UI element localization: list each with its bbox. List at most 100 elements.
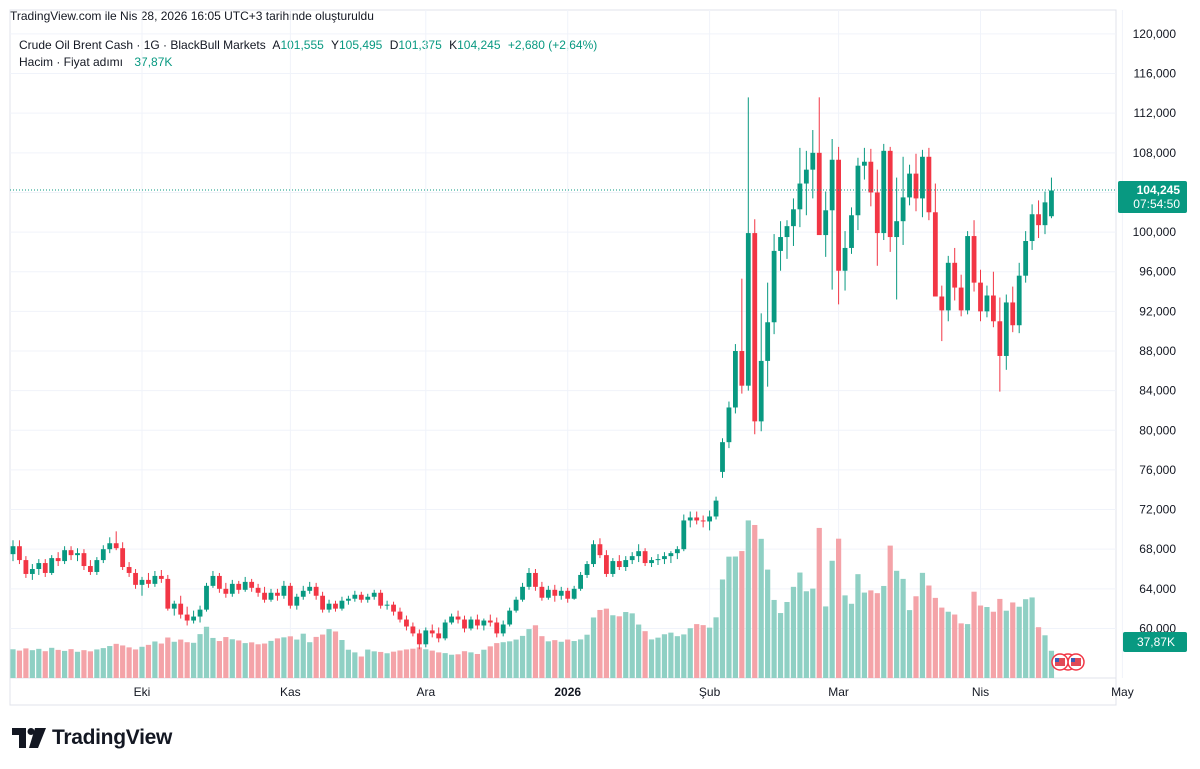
candle-body bbox=[920, 156, 925, 199]
volume-bar bbox=[952, 614, 958, 678]
candle bbox=[745, 97, 751, 391]
volume-bar bbox=[919, 572, 926, 678]
candle bbox=[829, 138, 835, 290]
volume-bar bbox=[16, 650, 23, 678]
volume-bar bbox=[378, 651, 384, 678]
candle-body bbox=[100, 549, 106, 561]
candle-body bbox=[694, 517, 700, 521]
volume-bar bbox=[894, 570, 900, 678]
volume-bar bbox=[997, 598, 1003, 678]
candle-body bbox=[358, 594, 364, 600]
tradingview-logo[interactable]: TradingView bbox=[12, 726, 172, 750]
candle-body bbox=[1010, 302, 1016, 326]
candle bbox=[1036, 200, 1041, 239]
flag-stripes bbox=[1071, 658, 1081, 666]
candle-body bbox=[958, 287, 964, 311]
volume-bar bbox=[771, 599, 777, 678]
candle-body bbox=[171, 603, 177, 609]
volume-bar bbox=[1035, 627, 1042, 678]
candle bbox=[610, 558, 616, 577]
volume-bar bbox=[320, 634, 326, 678]
volume-bar bbox=[758, 538, 764, 678]
candle-body bbox=[120, 548, 126, 568]
candle-body bbox=[1023, 241, 1029, 276]
candle-body bbox=[449, 616, 454, 623]
volume-bar bbox=[616, 616, 622, 678]
candle-body bbox=[887, 150, 893, 238]
candle-body bbox=[10, 546, 16, 555]
candle-body bbox=[378, 592, 384, 606]
candle-body bbox=[300, 590, 306, 597]
candle-body bbox=[591, 544, 596, 565]
candle bbox=[887, 146, 893, 252]
candle-body bbox=[610, 561, 616, 574]
volume-bar bbox=[274, 638, 281, 678]
volume-bar bbox=[945, 611, 951, 678]
volume-bar bbox=[810, 588, 816, 678]
candle bbox=[88, 560, 93, 575]
candle bbox=[849, 207, 854, 254]
candle bbox=[739, 278, 745, 394]
candle bbox=[391, 601, 396, 616]
candle-body bbox=[571, 588, 577, 599]
volume-bar bbox=[519, 635, 526, 678]
candle bbox=[797, 147, 803, 228]
candle-body bbox=[88, 566, 93, 572]
volume-bar bbox=[552, 640, 558, 678]
candle bbox=[242, 576, 248, 592]
candle-body bbox=[952, 262, 958, 288]
candle bbox=[10, 540, 16, 562]
candle-body bbox=[842, 247, 848, 271]
volume-bar bbox=[390, 651, 397, 678]
candle-body bbox=[191, 616, 196, 621]
volume-bar bbox=[87, 651, 93, 678]
volume-bar bbox=[326, 629, 332, 678]
candle-body bbox=[604, 555, 609, 574]
candle-body bbox=[416, 633, 422, 645]
candle-body bbox=[242, 581, 248, 590]
candle bbox=[326, 599, 332, 613]
candle-body bbox=[758, 360, 764, 422]
volume-bar bbox=[977, 605, 984, 678]
legend-volume-label[interactable]: Hacim · Fiyat adımı bbox=[19, 55, 124, 69]
volume-bar bbox=[900, 578, 906, 678]
candle-body bbox=[991, 295, 996, 322]
candle bbox=[687, 511, 693, 528]
volume-bar bbox=[861, 592, 867, 678]
candle bbox=[552, 584, 558, 602]
volume-bar bbox=[855, 574, 861, 678]
candle bbox=[500, 620, 506, 637]
candle-body bbox=[62, 550, 67, 562]
candle bbox=[333, 600, 338, 612]
legend-low-value: 101,375 bbox=[398, 38, 442, 52]
candle-body bbox=[17, 546, 22, 561]
candle-body bbox=[636, 551, 642, 557]
volume-bar bbox=[436, 652, 442, 678]
candle-body bbox=[346, 598, 351, 601]
volume-bar bbox=[474, 653, 480, 678]
candle bbox=[68, 546, 74, 561]
us-flag-event-icon[interactable] bbox=[1051, 653, 1069, 671]
volume-bar bbox=[532, 625, 539, 678]
candle bbox=[42, 559, 48, 577]
candle-body bbox=[223, 588, 229, 594]
volume-bar bbox=[965, 624, 971, 678]
candle bbox=[655, 554, 661, 566]
candle bbox=[429, 624, 435, 638]
candle-body bbox=[565, 590, 571, 599]
candle bbox=[152, 570, 158, 587]
candle bbox=[971, 220, 977, 292]
candle-body bbox=[126, 567, 132, 573]
candle bbox=[771, 234, 777, 335]
candle bbox=[171, 600, 177, 616]
volume-bar bbox=[674, 636, 680, 678]
candle-body bbox=[829, 159, 835, 211]
candle bbox=[1016, 262, 1022, 334]
candle bbox=[997, 297, 1003, 392]
candle bbox=[217, 572, 222, 593]
candle bbox=[184, 606, 190, 626]
candle-body bbox=[371, 592, 377, 597]
candle bbox=[1042, 191, 1048, 235]
us-flag-event-icon[interactable] bbox=[1067, 653, 1085, 671]
